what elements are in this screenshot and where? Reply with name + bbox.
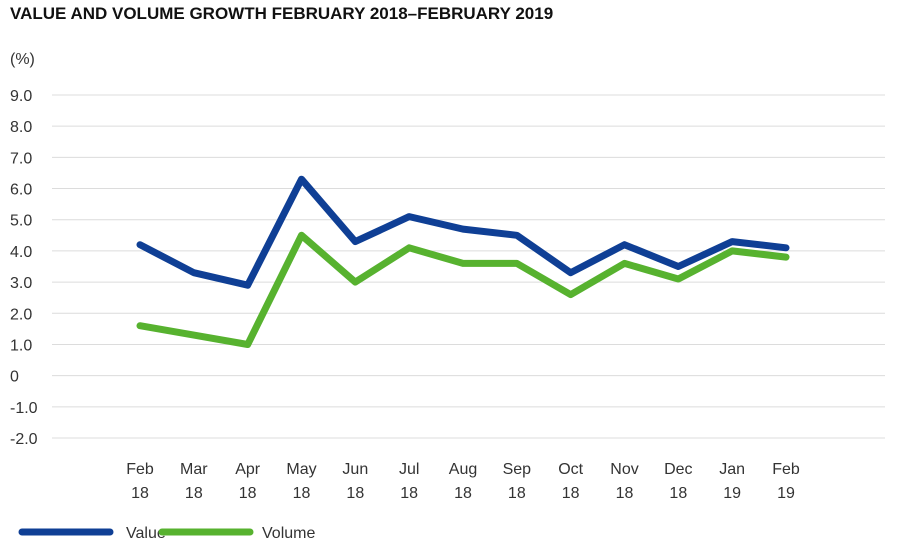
y-tick-label: 9.0 bbox=[10, 88, 32, 105]
x-tick-month: Nov bbox=[610, 461, 638, 478]
x-tick-label: Jun 18 bbox=[342, 461, 368, 502]
x-tick-label: Oct 18 bbox=[558, 461, 583, 502]
x-tick-label: Mar 18 bbox=[180, 461, 208, 502]
x-tick-label: Feb 18 bbox=[126, 461, 154, 502]
x-tick-month: Jun bbox=[342, 461, 368, 478]
y-tick-label: -2.0 bbox=[10, 431, 38, 448]
x-tick-month: Aug bbox=[449, 461, 477, 478]
x-tick-year: 18 bbox=[400, 485, 418, 502]
series-lines bbox=[136, 175, 790, 348]
y-tick-label: 1.0 bbox=[10, 337, 32, 354]
x-tick-month: Dec bbox=[664, 461, 692, 478]
y-axis-unit-label: (%) bbox=[10, 51, 35, 68]
x-tick-label: Jul 18 bbox=[399, 461, 419, 502]
x-tick-month: Feb bbox=[126, 461, 154, 478]
x-tick-label: Nov 18 bbox=[610, 461, 638, 502]
y-tick-label: 2.0 bbox=[10, 306, 32, 323]
x-tick-label: Dec 18 bbox=[664, 461, 692, 502]
y-axis-ticks: 9.0 8.0 7.0 6.0 5.0 4.0 3.0 2.0 1.0 0 -1.0 -2.0 bbox=[10, 88, 38, 448]
x-tick-year: 18 bbox=[185, 485, 203, 502]
x-axis-ticks: Feb 18 Mar 18 Apr 18 May 18 Jun 18 Jul 18 Aug 18 Sep 18… bbox=[126, 461, 800, 502]
x-tick-year: 18 bbox=[239, 485, 257, 502]
legend: Value Volume bbox=[18, 525, 315, 542]
x-tick-year: 18 bbox=[131, 485, 149, 502]
x-tick-month: Jan bbox=[719, 461, 745, 478]
legend-label-value: Value bbox=[126, 525, 166, 542]
x-tick-year: 18 bbox=[669, 485, 687, 502]
x-tick-year: 18 bbox=[454, 485, 472, 502]
x-tick-month: Apr bbox=[235, 461, 261, 478]
y-tick-label: 8.0 bbox=[10, 119, 32, 136]
y-tick-label: 3.0 bbox=[10, 275, 32, 292]
chart-title: VALUE AND VOLUME GROWTH FEBRUARY 2018–FE… bbox=[10, 4, 554, 23]
y-tick-label: 4.0 bbox=[10, 244, 32, 261]
x-tick-month: Jul bbox=[399, 461, 419, 478]
y-tick-label: 7.0 bbox=[10, 150, 32, 167]
series-line-volume bbox=[136, 231, 790, 348]
x-tick-label: Aug 18 bbox=[449, 461, 477, 502]
x-tick-month: Mar bbox=[180, 461, 208, 478]
legend-label-volume: Volume bbox=[262, 525, 315, 542]
y-tick-label: -1.0 bbox=[10, 400, 38, 417]
x-tick-year: 18 bbox=[508, 485, 526, 502]
x-tick-year: 19 bbox=[777, 485, 795, 502]
y-tick-label: 5.0 bbox=[10, 213, 32, 230]
x-tick-label: Apr 18 bbox=[235, 461, 261, 502]
x-tick-year: 18 bbox=[616, 485, 634, 502]
series-line-value bbox=[136, 175, 790, 289]
x-tick-year: 18 bbox=[562, 485, 580, 502]
x-tick-month: Oct bbox=[558, 461, 583, 478]
x-tick-year: 18 bbox=[346, 485, 364, 502]
x-tick-month: Sep bbox=[503, 461, 532, 478]
x-tick-month: May bbox=[286, 461, 316, 478]
x-tick-label: Jan 19 bbox=[719, 461, 745, 502]
gridlines bbox=[52, 94, 885, 439]
y-tick-label: 0 bbox=[10, 369, 19, 386]
x-tick-year: 18 bbox=[293, 485, 311, 502]
x-tick-year: 19 bbox=[723, 485, 741, 502]
y-tick-label: 6.0 bbox=[10, 182, 32, 199]
x-tick-month: Feb bbox=[772, 461, 800, 478]
x-tick-label: May 18 bbox=[286, 461, 316, 502]
x-tick-label: Sep 18 bbox=[503, 461, 532, 502]
x-tick-label: Feb 19 bbox=[772, 461, 800, 502]
